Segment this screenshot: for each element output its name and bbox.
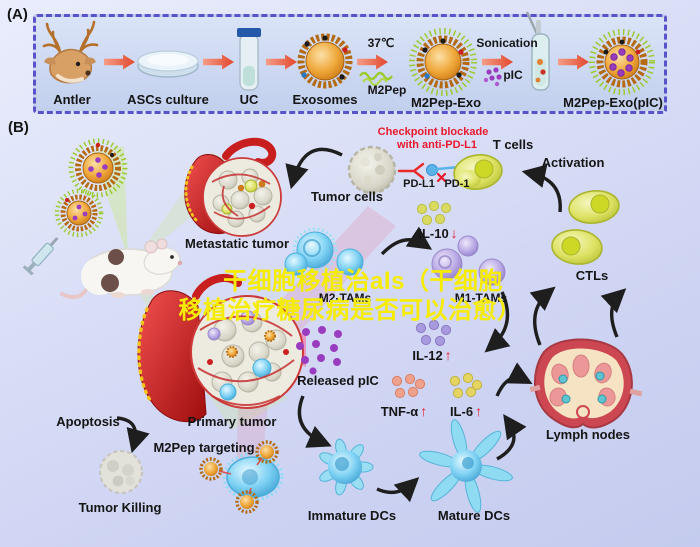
label-released-pic: Released pIC [297, 373, 379, 388]
label-m2pep-exo: M2Pep-Exo [410, 95, 482, 110]
label-checkpoint-2: with anti-PD-L1 [396, 139, 478, 151]
watermark-line2: 移植治疗糖尿病是否可以治愈） [178, 297, 522, 324]
mouse-icon [60, 238, 183, 299]
label-m2pep: M2Pep [367, 83, 407, 97]
primary-tumor-illustration [137, 274, 304, 423]
tumor-cell-icon [347, 145, 397, 195]
label-m2-tams: M2-TAMs [318, 291, 372, 305]
label-primary-tumor: Primary tumor [187, 414, 277, 429]
label-ctls: CTLs [575, 268, 609, 283]
label-t-cells: T cells [492, 137, 534, 152]
label-antler: Antler [53, 92, 91, 107]
label-immature-dcs: Immature DCs [307, 508, 397, 523]
label-uc: UC [239, 92, 259, 107]
label-il12: IL-12 ↑ [412, 347, 452, 363]
m1-tam-cell-icon [431, 235, 506, 286]
flow-arrow-2 [203, 54, 234, 70]
il6-cytokine-dots [449, 372, 483, 399]
syringe-icon [22, 237, 59, 276]
m2pep-exo-icon [409, 28, 477, 96]
m2pep-targeting-illustration [199, 440, 284, 514]
label-m2pep-targeting: M2Pep targeting [153, 440, 255, 455]
injected-nanoparticle-icon [54, 188, 104, 238]
label-pd-l1: PD-L1 [403, 178, 435, 190]
label-il6: IL-6 ↑ [449, 403, 483, 419]
label-tnfa: TNF-α ↑ [380, 403, 428, 419]
pic-dots-icon [483, 67, 502, 87]
m2-tam-cell-icon [284, 227, 364, 276]
label-il10: IL-10 ↓ [418, 225, 458, 241]
flow-arrows-black [116, 147, 627, 503]
label-pic: pIC [503, 68, 523, 82]
mature-dendritic-cell-icon [419, 419, 513, 513]
label-activation: Activation [541, 155, 605, 170]
lymph-node-icon [529, 338, 643, 429]
label-tumor-cells: Tumor cells [310, 189, 384, 204]
label-37c: 37℃ [367, 36, 395, 50]
label-tumor-killing: Tumor Killing [78, 500, 162, 515]
label-metastatic-tumor: Metastatic tumor [184, 236, 290, 251]
il10-cytokine-dots [416, 200, 452, 226]
petri-dish-icon [137, 50, 199, 78]
label-ascs-culture: ASCs culture [127, 92, 209, 107]
sonication-tube-icon [525, 11, 550, 91]
flow-arrow-3 [266, 54, 297, 70]
label-checkpoint-1: Checkpoint blockade [377, 126, 489, 138]
label-m1-tams: M1-TAMs [454, 291, 508, 305]
label-m2pep-exo-pic: M2Pep-Exo(pIC) [563, 95, 663, 110]
injected-nanoparticle-icon [68, 138, 128, 198]
released-pic-dots [296, 326, 342, 375]
label-apoptosis: Apoptosis [56, 414, 120, 429]
label-sonication: Sonication [476, 36, 538, 50]
exosome-icon [297, 33, 353, 89]
label-mature-dcs: Mature DCs [437, 508, 511, 523]
label-pd-1: PD-1 [444, 178, 470, 190]
panel-a-tag: (A) [7, 6, 28, 23]
flow-arrow-1 [104, 54, 135, 70]
ctl-cell-icon [551, 190, 620, 265]
t-cell-icon [453, 154, 503, 190]
label-exosomes: Exosomes [292, 92, 358, 107]
watermark-line1: 干细胞移植治als（干细胞 [223, 268, 503, 295]
dead-cell-icon [98, 449, 144, 495]
flow-arrow-4 [357, 54, 388, 70]
checkpoint-antibody-icon [397, 162, 461, 183]
deer-icon [42, 20, 99, 84]
metastatic-tumor-illustration [184, 137, 282, 237]
panel-b-tag: (B) [8, 119, 29, 136]
il12-cytokine-dots [415, 319, 452, 347]
m2pep-peptide-icon [359, 71, 393, 87]
flow-arrow-6 [558, 54, 589, 70]
label-lymph-nodes: Lymph nodes [545, 427, 631, 442]
m2pep-exo-pic-icon [589, 29, 655, 95]
centrifuge-tube-icon [237, 28, 261, 91]
immature-dendritic-cell-icon [319, 438, 374, 496]
tnfa-cytokine-dots [391, 373, 426, 399]
